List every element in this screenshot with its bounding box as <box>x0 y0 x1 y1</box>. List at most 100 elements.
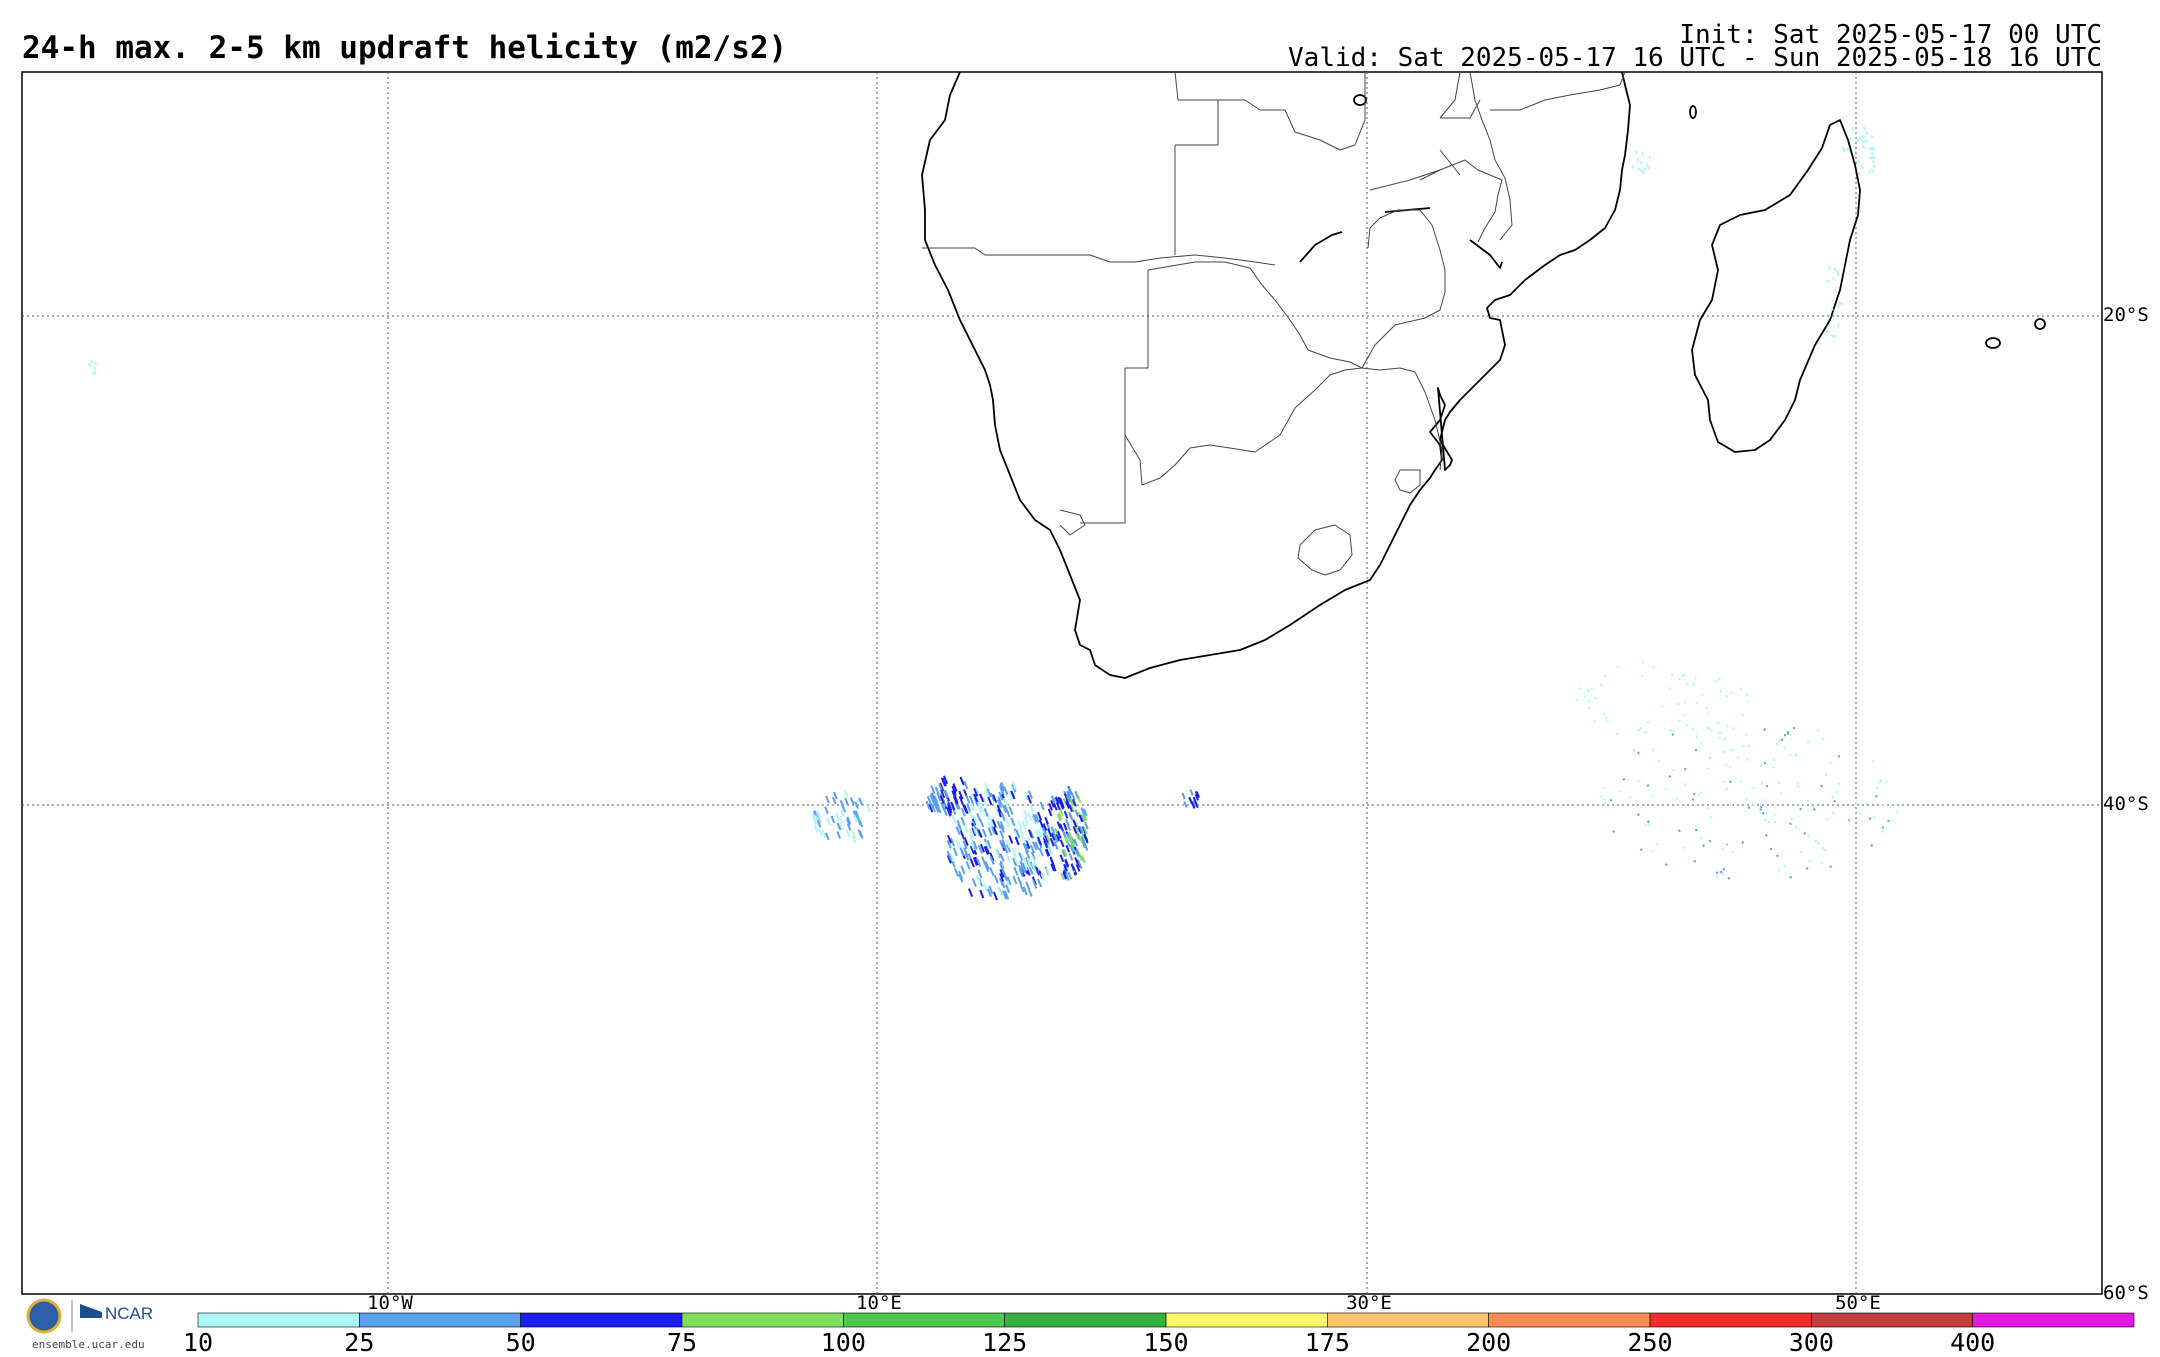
helicity-streak <box>1837 754 1841 758</box>
helicity-streak <box>1752 803 1755 807</box>
helicity-streak <box>1725 724 1729 727</box>
colorbar-segment <box>1165 1312 1328 1328</box>
helicity-streak <box>1697 793 1701 797</box>
helicity-streak <box>1027 812 1033 821</box>
helicity-streak <box>959 847 965 857</box>
nsf-globe-icon <box>26 1298 62 1334</box>
helicity-streak <box>972 815 978 825</box>
helicity-streak <box>946 854 952 864</box>
helicity-streak <box>1840 301 1844 306</box>
helicity-streak <box>1824 848 1827 852</box>
helicity-streak <box>1799 807 1802 811</box>
helicity-streak <box>1049 837 1055 847</box>
helicity-streak <box>1059 854 1065 863</box>
helicity-streak <box>1020 853 1026 863</box>
helicity-streak <box>1820 861 1823 865</box>
helicity-streak <box>1779 791 1782 795</box>
helicity-streak <box>1683 713 1687 717</box>
helicity-streak <box>1020 864 1026 874</box>
helicity-streak <box>969 845 975 855</box>
helicity-streak <box>1029 803 1035 813</box>
helicity-streak <box>999 853 1005 862</box>
helicity-streak <box>1828 313 1832 318</box>
helicity-streak <box>1708 756 1712 760</box>
colorbar-segment <box>520 1312 683 1328</box>
lat-label-40s: 40°S <box>2103 793 2149 815</box>
helicity-streak <box>1586 689 1590 693</box>
helicity-streak <box>994 806 1000 815</box>
helicity-streak <box>1072 819 1078 828</box>
helicity-streak <box>1050 795 1056 804</box>
helicity-streak <box>1651 748 1655 751</box>
helicity-streak <box>1637 728 1640 732</box>
helicity-streak <box>977 869 983 879</box>
helicity-streak <box>840 809 845 818</box>
helicity-streak <box>1604 716 1608 719</box>
colorbar-label: 250 <box>1627 1328 1673 1357</box>
helicity-streak <box>1070 843 1076 852</box>
helicity-streak <box>1706 712 1709 715</box>
helicity-streak <box>1888 819 1892 823</box>
helicity-streak <box>999 782 1005 792</box>
helicity-streak <box>991 819 997 828</box>
helicity-streak <box>1081 813 1086 822</box>
helicity-streak <box>978 803 984 813</box>
helicity-streak <box>1014 836 1020 846</box>
helicity-streak <box>1806 740 1810 744</box>
helicity-streak <box>1019 883 1025 893</box>
helicity-streak <box>1040 872 1046 882</box>
helicity-streak <box>1694 828 1698 832</box>
helicity-streak <box>1003 786 1009 796</box>
helicity-streak <box>1718 677 1721 681</box>
helicity-swaths <box>88 126 1898 901</box>
helicity-streak <box>1053 841 1059 850</box>
helicity-streak <box>984 789 990 799</box>
colorbar-segment <box>1004 1312 1167 1328</box>
helicity-streak <box>1682 673 1686 677</box>
helicity-streak <box>1047 828 1053 837</box>
helicity-streak <box>1678 799 1682 803</box>
helicity-streak <box>1001 890 1008 900</box>
helicity-streak <box>969 858 975 868</box>
helicity-streak <box>1790 817 1794 821</box>
helicity-streak <box>1868 817 1872 820</box>
helicity-streak <box>1835 790 1838 794</box>
helicity-streak <box>1725 764 1728 767</box>
lake-kariba <box>1299 231 1343 263</box>
helicity-streak <box>1018 851 1024 861</box>
helicity-streak <box>1818 787 1821 791</box>
helicity-streak <box>1060 800 1065 809</box>
helicity-streak <box>1861 139 1865 144</box>
helicity-streak <box>833 791 838 800</box>
valid-time: Valid: Sat 2025-05-17 16 UTC - Sun 2025-… <box>1288 43 2102 73</box>
helicity-streak <box>1075 863 1081 872</box>
ncar-text: NCAR <box>105 1304 154 1323</box>
helicity-streak <box>1725 694 1728 698</box>
helicity-streak <box>851 830 857 839</box>
colorbar-segment <box>1649 1312 1812 1328</box>
colorbar-segment <box>1488 1312 1651 1328</box>
helicity-streak <box>959 776 965 786</box>
helicity-streak <box>1874 794 1878 798</box>
helicity-streak <box>1637 813 1640 816</box>
helicity-streak <box>1746 700 1750 703</box>
helicity-streak <box>1059 823 1064 832</box>
helicity-streak <box>858 797 863 806</box>
helicity-streak <box>1060 872 1066 881</box>
helicity-streak <box>1618 790 1622 793</box>
colorbar-segment <box>1327 1312 1489 1328</box>
helicity-streak <box>976 858 982 868</box>
colorbar-label: 300 <box>1788 1328 1834 1357</box>
helicity-streak <box>1777 868 1780 872</box>
helicity-streak <box>1830 307 1834 311</box>
helicity-streak <box>1639 160 1643 165</box>
helicity-streak <box>956 819 962 829</box>
helicity-streak <box>1068 835 1074 843</box>
nsf-ncar-logo <box>26 1298 102 1334</box>
helicity-streak <box>1056 813 1062 822</box>
helicity-streak <box>1631 165 1635 169</box>
helicity-streak <box>93 361 98 366</box>
helicity-streak <box>1694 824 1697 827</box>
helicity-streak <box>1872 759 1875 763</box>
helicity-streak <box>1035 866 1041 876</box>
